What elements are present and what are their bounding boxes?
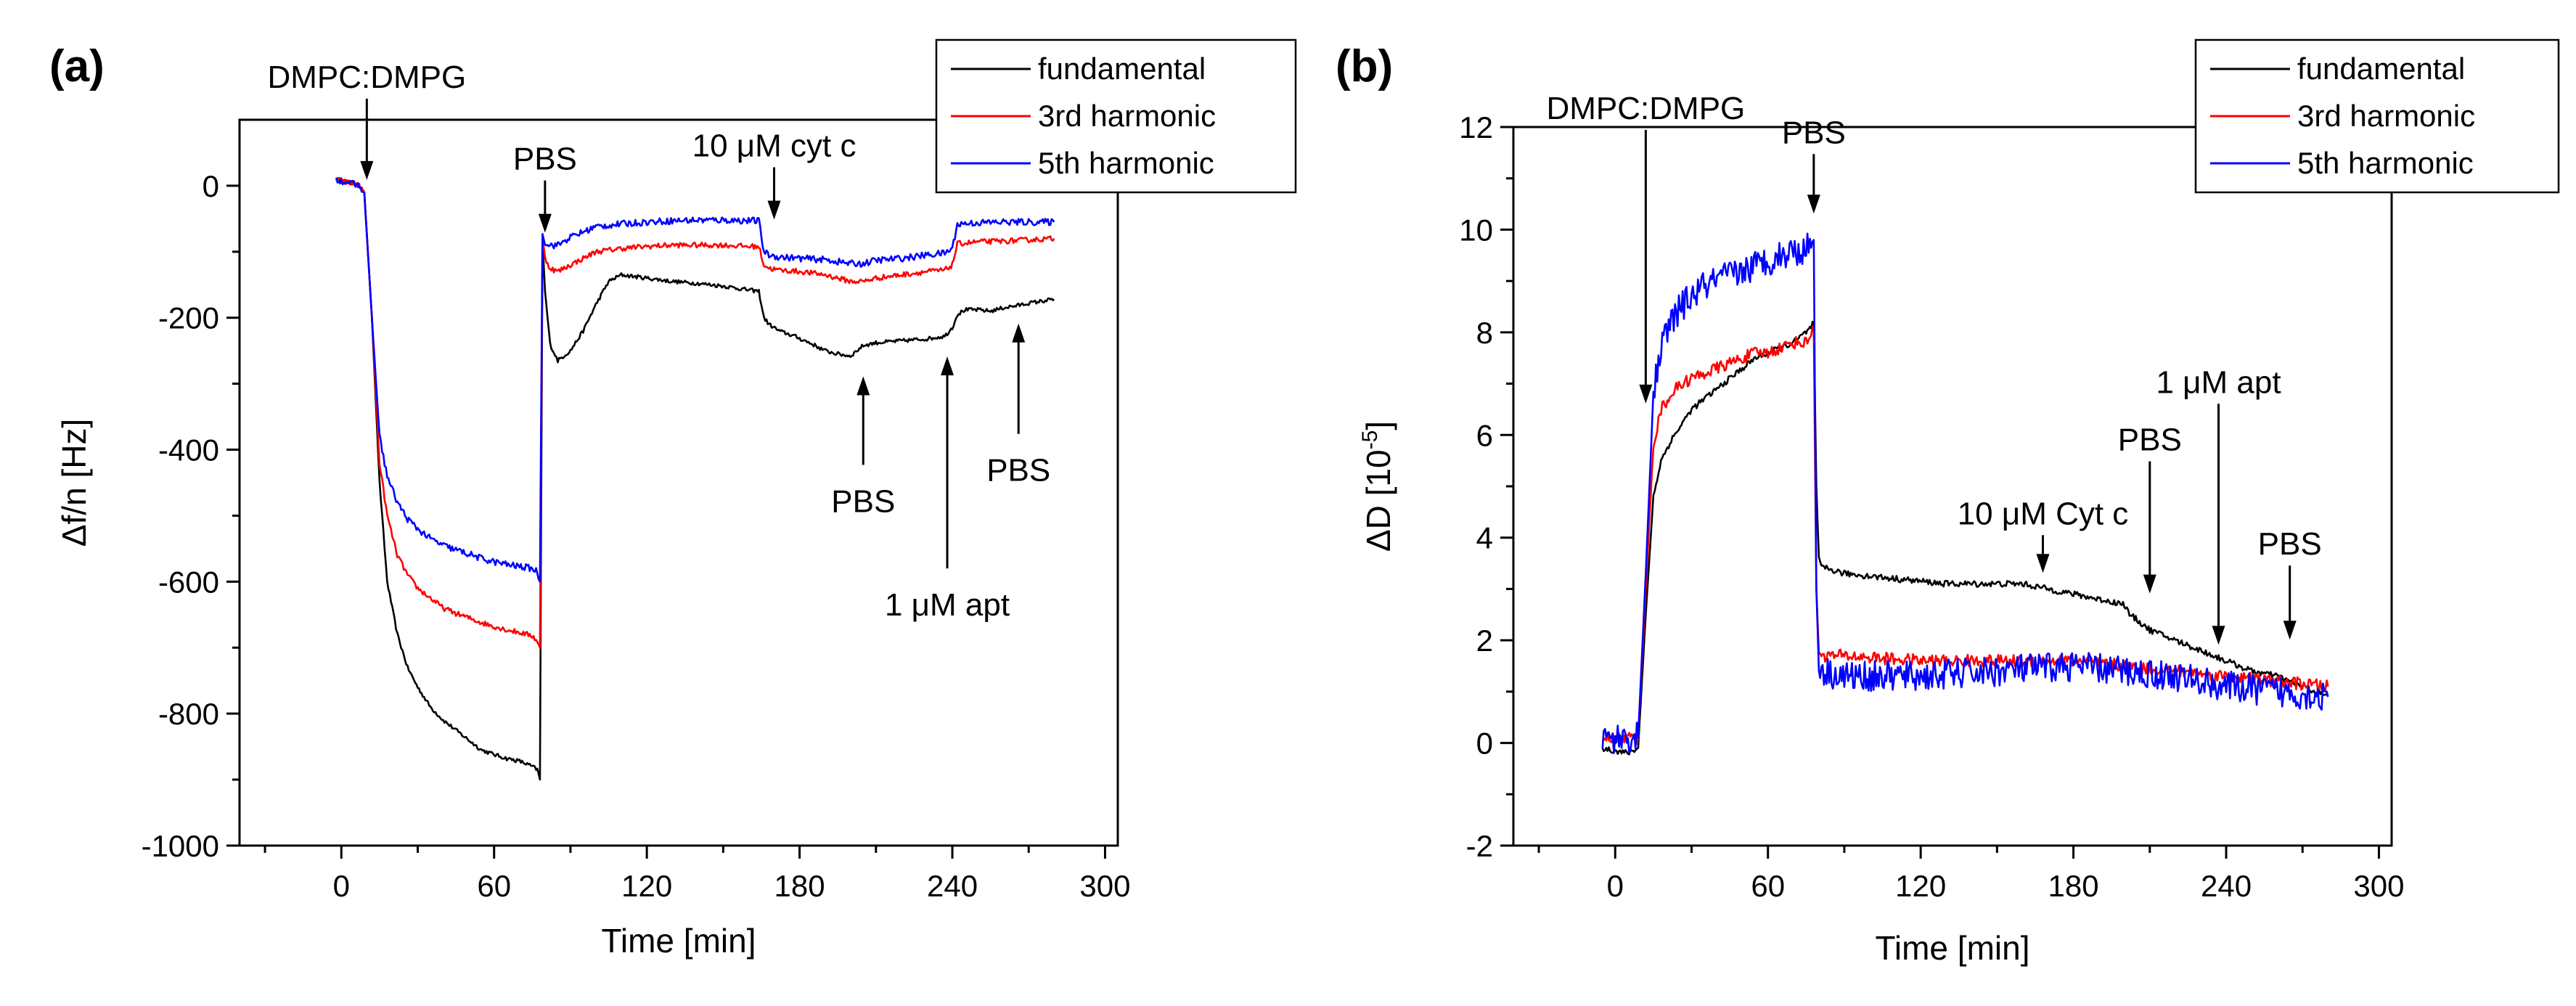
x-axis-title-b: Time [min]	[1876, 929, 2030, 967]
x-tick-label: 0	[1607, 869, 1624, 903]
y-tick-label: -2	[1466, 829, 1493, 863]
annotations-b: DMPC:DMPG PBS 10 μM Cyt c PBS 1 μM apt P…	[1546, 91, 2322, 645]
annotation-arrowhead	[1807, 195, 1820, 214]
x-tick-label: 120	[621, 869, 672, 903]
y-tick-label: 12	[1459, 110, 1493, 144]
annotation-arrowhead	[2143, 574, 2156, 594]
y-tick-label: 0	[203, 169, 219, 203]
series-line-5th-harmonic	[1601, 232, 2329, 754]
y-tick-label: 8	[1476, 316, 1493, 350]
panel-b-chart: (b) 0 60 120 180 240 300 -2 0 2 4 6 8 10…	[1336, 38, 2560, 967]
panel-label-a: (a)	[49, 41, 105, 91]
x-tick-label: 300	[2353, 869, 2404, 903]
annotation-arrowhead	[941, 356, 954, 376]
x-tick-label: 60	[1751, 869, 1785, 903]
annotation-arrowhead	[1639, 384, 1653, 404]
annotation-label: PBS	[2258, 526, 2322, 562]
x-tick-label: 60	[477, 869, 511, 903]
legend-label: fundamental	[2297, 52, 2465, 86]
annotation-label: DMPC:DMPG	[267, 60, 466, 95]
y-tick-labels-b: -2 0 2 4 6 8 10 12	[1459, 110, 1493, 863]
annotation-arrowhead	[2283, 621, 2297, 640]
annotation-label: 1 μM apt	[2156, 364, 2281, 400]
y-tick-label: -400	[158, 433, 219, 467]
annotation-arrowhead	[856, 376, 870, 396]
annotation-arrowhead	[2036, 554, 2050, 573]
series-group-a	[335, 177, 1055, 781]
y-axis-title-a: Δf/n [Hz]	[55, 419, 93, 547]
annotation-label: 10 μM Cyt c	[1958, 496, 2129, 531]
y-tick-label: 4	[1476, 521, 1493, 555]
panel-a-chart: (a) 0 60 120 180 240 300 0 -200 -400 -60…	[49, 38, 1297, 960]
y-tick-label: 2	[1476, 623, 1493, 658]
annotation-label: DMPC:DMPG	[1546, 91, 1745, 126]
panel-label-b: (b)	[1336, 41, 1393, 91]
y-axis-title-main: ΔD [10	[1359, 449, 1397, 552]
y-axis-title-exponent: -5	[1358, 430, 1382, 450]
annotation-arrowhead	[538, 213, 552, 233]
axis-ticks-a	[226, 184, 1106, 859]
x-axis-title-a: Time [min]	[602, 922, 756, 960]
series-line-fundamental	[1601, 320, 2329, 756]
plot-frame-a	[238, 118, 1119, 847]
annotation-label: 1 μM apt	[885, 587, 1010, 623]
annotation-label: 10 μM cyt c	[692, 128, 856, 163]
y-axis-title-b: ΔD [10-5]	[1358, 421, 1397, 552]
series-line-5th-harmonic	[335, 177, 1055, 583]
axis-ticks-b	[1500, 126, 2380, 859]
legend-label: 3rd harmonic	[2297, 99, 2475, 133]
annotation-label: PBS	[831, 483, 895, 519]
annotations-a: DMPC:DMPG PBS 10 μM cyt c PBS 1 μM apt P…	[267, 60, 1050, 623]
y-tick-label: -800	[158, 697, 219, 731]
y-axis-title-close: ]	[1359, 421, 1397, 430]
legend-label: 5th harmonic	[1038, 146, 1214, 180]
legend-b: fundamental 3rd harmonic 5th harmonic	[2194, 38, 2560, 194]
y-tick-label: 10	[1459, 213, 1493, 247]
annotation-label: PBS	[1782, 115, 1846, 150]
series-line-fundamental	[335, 177, 1055, 781]
legend-label: 3rd harmonic	[1038, 99, 1216, 133]
x-tick-label: 120	[1895, 869, 1946, 903]
x-tick-label: 240	[927, 869, 978, 903]
legend-label: fundamental	[1038, 52, 1206, 86]
x-tick-label: 180	[2048, 869, 2099, 903]
y-tick-label: 6	[1476, 418, 1493, 452]
legend-a: fundamental 3rd harmonic 5th harmonic	[935, 38, 1297, 194]
annotation-label: PBS	[2118, 422, 2182, 458]
y-tick-label: -600	[158, 565, 219, 599]
x-tick-label: 0	[333, 869, 350, 903]
x-tick-labels-a: 0 60 120 180 240 300	[333, 869, 1131, 903]
x-tick-label: 180	[774, 869, 825, 903]
y-tick-labels-a: 0 -200 -400 -600 -800 -1000	[142, 169, 219, 863]
legend-label: 5th harmonic	[2297, 146, 2474, 180]
series-line-3rd-harmonic	[335, 177, 1055, 649]
series-group-b	[1601, 232, 2329, 756]
x-tick-label: 240	[2201, 869, 2252, 903]
annotation-arrowhead	[767, 200, 781, 220]
x-tick-label: 300	[1079, 869, 1130, 903]
annotation-arrowhead	[360, 160, 374, 180]
annotation-label: PBS	[986, 453, 1050, 488]
x-tick-labels-b: 0 60 120 180 240 300	[1607, 869, 2405, 903]
y-tick-label: -200	[158, 301, 219, 335]
y-tick-label: -1000	[142, 829, 219, 863]
annotation-arrowhead	[2212, 626, 2225, 645]
annotation-label: PBS	[513, 142, 577, 177]
y-tick-label: 0	[1476, 727, 1493, 761]
annotation-arrowhead	[1012, 323, 1026, 343]
